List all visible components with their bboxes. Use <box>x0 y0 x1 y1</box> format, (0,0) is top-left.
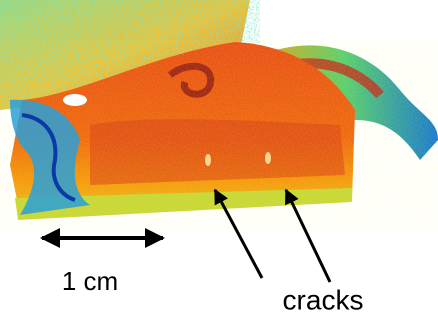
crack-mark <box>265 152 271 164</box>
scale-label: 1 cm <box>62 266 118 296</box>
crack-label: cracks <box>283 284 364 315</box>
hole <box>63 94 87 106</box>
page: {"annotations": {"scale_label": "1 cm", … <box>0 0 438 327</box>
crack-mark <box>205 154 211 166</box>
figure: 1 cm cracks <box>0 0 438 327</box>
